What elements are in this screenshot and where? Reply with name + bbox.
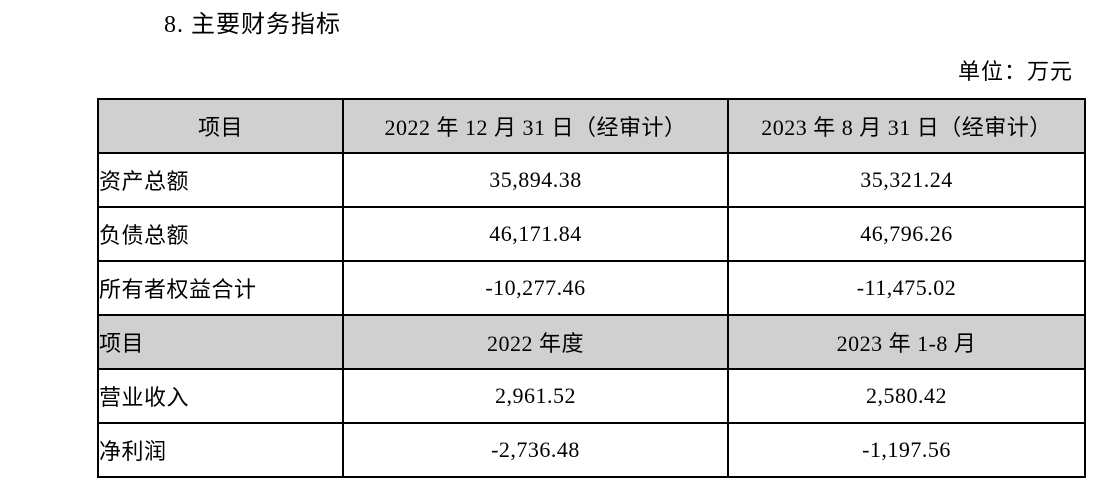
row-value-2022: 35,894.38 bbox=[342, 152, 729, 208]
row-label: 所有者权益合计 bbox=[97, 260, 344, 316]
row-value-2023: 46,796.26 bbox=[727, 206, 1086, 262]
income-header-row: 项目 2022 年度 2023 年 1-8 月 bbox=[97, 314, 1086, 370]
row-value-2022: 2,961.52 bbox=[342, 368, 729, 424]
table-row-operating-revenue: 营业收入 2,961.52 2,580.42 bbox=[97, 368, 1086, 424]
balance-header-item: 项目 bbox=[97, 98, 344, 154]
balance-header-date-2022: 2022 年 12 月 31 日（经审计） bbox=[342, 98, 729, 154]
unit-label: 单位：万元 bbox=[957, 59, 1073, 84]
table-row-total-liabilities: 负债总额 46,171.84 46,796.26 bbox=[97, 206, 1086, 262]
financial-indicators-table: 项目 2022 年 12 月 31 日（经审计） 2023 年 8 月 31 日… bbox=[97, 98, 1086, 478]
row-value-2023: 35,321.24 bbox=[727, 152, 1086, 208]
balance-header-row: 项目 2022 年 12 月 31 日（经审计） 2023 年 8 月 31 日… bbox=[97, 98, 1086, 154]
row-value-2022: -10,277.46 bbox=[342, 260, 729, 316]
income-header-period-2022: 2022 年度 bbox=[342, 314, 729, 370]
row-value-2023: 2,580.42 bbox=[727, 368, 1086, 424]
income-header-period-2023: 2023 年 1-8 月 bbox=[727, 314, 1086, 370]
row-label: 净利润 bbox=[97, 422, 344, 478]
balance-header-date-2023: 2023 年 8 月 31 日（经审计） bbox=[727, 98, 1086, 154]
row-label: 资产总额 bbox=[97, 152, 344, 208]
row-value-2022: 46,171.84 bbox=[342, 206, 729, 262]
row-label: 负债总额 bbox=[97, 206, 344, 262]
row-value-2022: -2,736.48 bbox=[342, 422, 729, 478]
section-title: 8. 主要财务指标 bbox=[164, 12, 341, 38]
table-row-total-assets: 资产总额 35,894.38 35,321.24 bbox=[97, 152, 1086, 208]
row-label: 营业收入 bbox=[97, 368, 344, 424]
table-row-owners-equity: 所有者权益合计 -10,277.46 -11,475.02 bbox=[97, 260, 1086, 316]
table-row-net-profit: 净利润 -2,736.48 -1,197.56 bbox=[97, 422, 1086, 478]
income-header-item: 项目 bbox=[97, 314, 344, 370]
row-value-2023: -1,197.56 bbox=[727, 422, 1086, 478]
row-value-2023: -11,475.02 bbox=[727, 260, 1086, 316]
